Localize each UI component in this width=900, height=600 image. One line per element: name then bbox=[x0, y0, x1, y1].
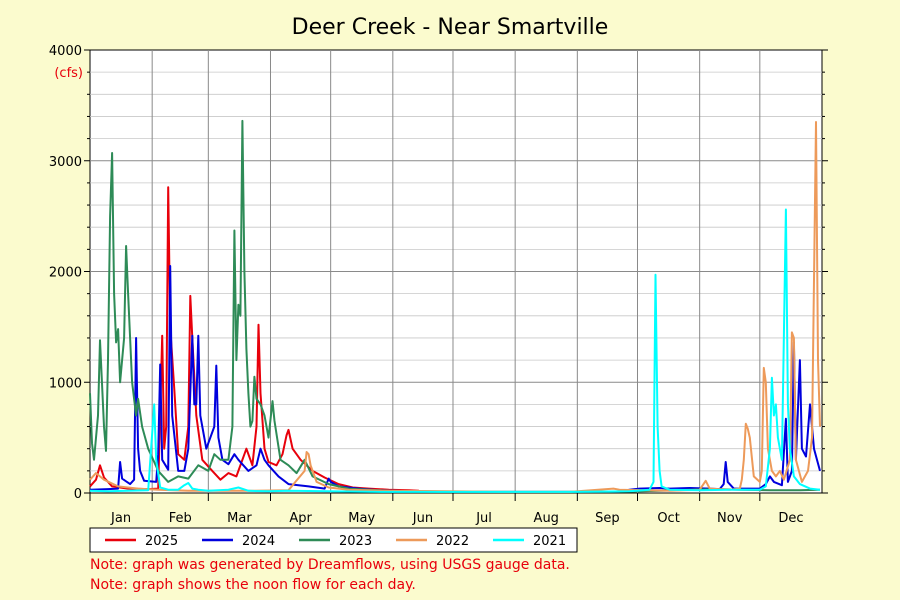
x-tick-label: Aug bbox=[534, 511, 559, 526]
y-tick-label: 1000 bbox=[49, 376, 82, 391]
legend-label-2021: 2021 bbox=[533, 534, 566, 549]
note-noon-flow: Note: graph shows the noon flow for each… bbox=[90, 577, 416, 593]
legend-label-2024: 2024 bbox=[242, 534, 275, 549]
x-tick-label: Sep bbox=[595, 511, 620, 526]
legend-label-2022: 2022 bbox=[436, 534, 469, 549]
x-tick-label: Mar bbox=[227, 511, 252, 526]
axes: 0 1000 2000 3000 4000 Jan Feb Mar Apr May Jun Jul Au… bbox=[49, 44, 828, 526]
x-tick-label: Jul bbox=[475, 511, 492, 526]
legend: 2025 2024 2023 2022 2021 bbox=[89, 527, 578, 553]
series-lines bbox=[89, 119, 821, 493]
legend-label-2023: 2023 bbox=[339, 534, 372, 549]
y-tick-label: 4000 bbox=[49, 44, 82, 59]
x-tick-label: Apr bbox=[289, 511, 312, 526]
x-tick-label: Dec bbox=[778, 511, 803, 526]
chart-title: Deer Creek - Near Smartville bbox=[292, 15, 609, 40]
legend-label-2025: 2025 bbox=[145, 534, 178, 549]
x-tick-label: Nov bbox=[717, 511, 743, 526]
grid bbox=[90, 50, 822, 493]
x-tick-label: May bbox=[348, 511, 375, 526]
y-tick-label: 0 bbox=[74, 487, 82, 502]
x-tick-label: Jan bbox=[110, 511, 131, 526]
x-tick-label: Feb bbox=[169, 511, 192, 526]
y-tick-label: 2000 bbox=[49, 266, 82, 281]
y-tick-label: 3000 bbox=[49, 155, 82, 170]
series-line-2024 bbox=[89, 265, 821, 493]
series-line-2021 bbox=[89, 208, 821, 493]
x-tick-label: Oct bbox=[657, 511, 679, 526]
y-axis-unit: (cfs) bbox=[54, 66, 83, 81]
note-data-source: Note: graph was generated by Dreamflows,… bbox=[90, 557, 570, 573]
x-tick-label: Jun bbox=[412, 511, 433, 526]
